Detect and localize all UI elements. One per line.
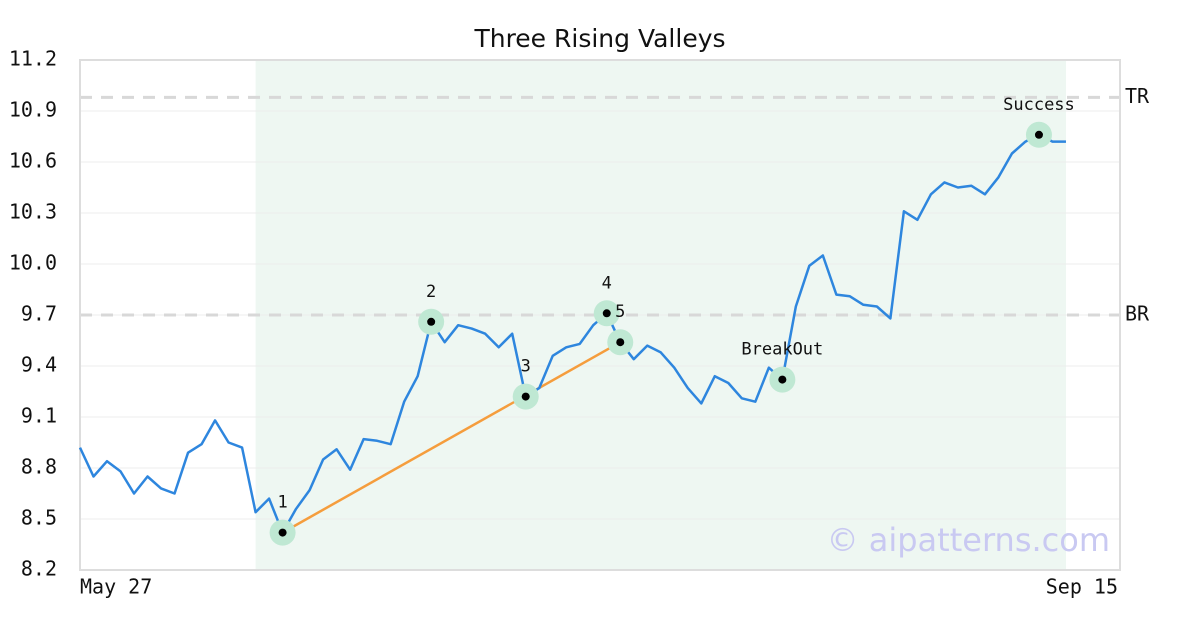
marker-label: BreakOut xyxy=(741,340,823,360)
y-tick-label: 10.9 xyxy=(9,98,57,122)
marker-label: 2 xyxy=(426,282,436,302)
marker-dot xyxy=(521,392,530,401)
marker-label: 3 xyxy=(521,357,531,377)
y-tick-label: 8.8 xyxy=(21,455,57,479)
marker-dot xyxy=(602,309,611,318)
reference-label: BR xyxy=(1125,302,1150,326)
y-tick-label: 8.2 xyxy=(21,557,57,581)
marker-label: 4 xyxy=(602,273,612,293)
marker-dot xyxy=(278,528,287,537)
chart-title: Three Rising Valleys xyxy=(473,24,725,53)
y-tick-label: 10.0 xyxy=(9,251,57,275)
price-line xyxy=(78,133,1066,534)
x-tick-label: May 27 xyxy=(80,575,152,599)
y-tick-label: 11.2 xyxy=(9,47,57,71)
marker-dot xyxy=(616,338,625,347)
y-tick-label: 10.3 xyxy=(9,200,57,224)
trendline xyxy=(281,341,621,534)
watermark: © aipatterns.com xyxy=(827,521,1110,559)
y-tick-label: 9.7 xyxy=(21,302,57,326)
y-tick-label: 10.6 xyxy=(9,149,57,173)
marker-label: 5 xyxy=(615,302,625,322)
marker-label: 1 xyxy=(277,493,287,513)
marker-dot xyxy=(1034,130,1043,139)
marker-dot xyxy=(778,375,787,384)
plot-frame xyxy=(79,59,1121,571)
reference-label: TR xyxy=(1125,84,1150,108)
marker-dot xyxy=(427,317,436,326)
x-tick-label: Sep 15 xyxy=(1046,575,1118,599)
y-tick-label: 9.1 xyxy=(21,404,57,428)
y-tick-label: 8.5 xyxy=(21,506,57,530)
marker-label: Success xyxy=(1003,95,1075,115)
y-tick-label: 9.4 xyxy=(21,353,57,377)
